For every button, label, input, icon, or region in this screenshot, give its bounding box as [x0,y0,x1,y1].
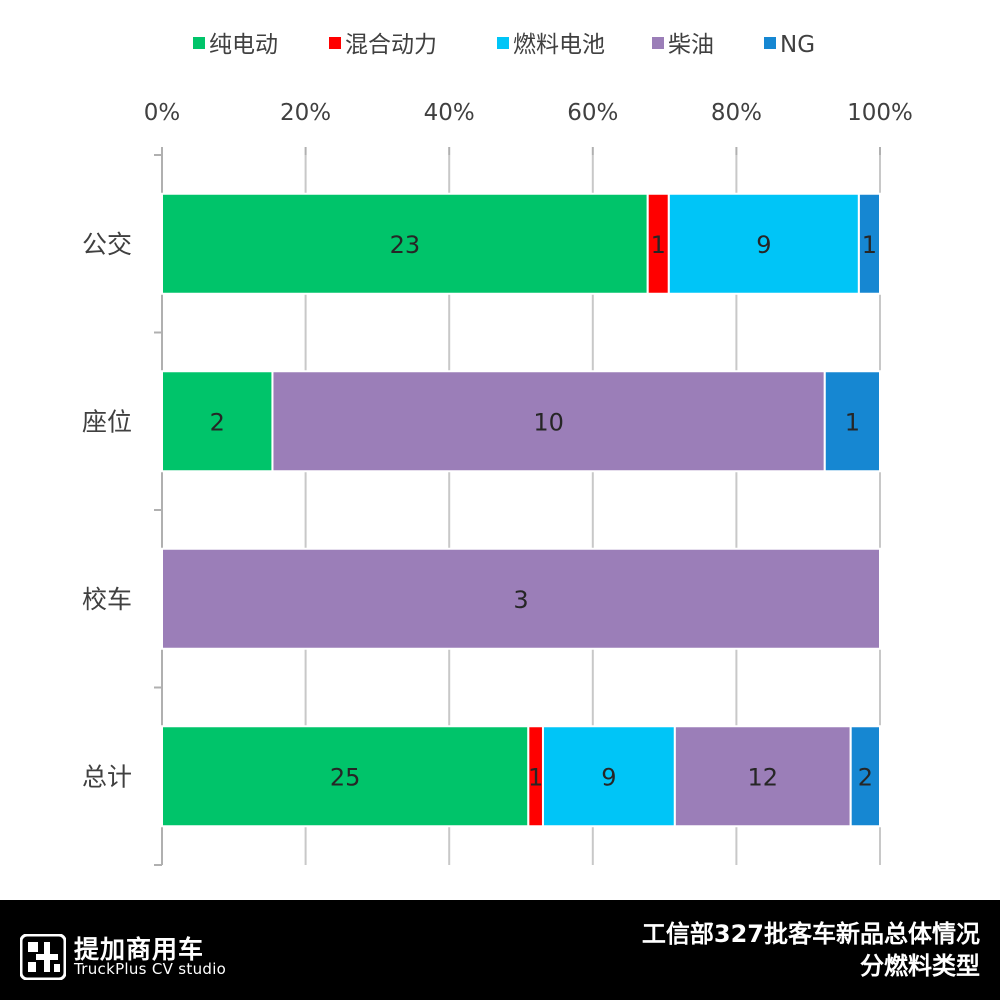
data-label: 2 [210,408,225,436]
legend-swatch [652,37,664,49]
legend-label: 柴油 [668,32,714,58]
footer-banner: 提加商用车 TruckPlus CV studio 工信部327批客车新品总体情… [0,900,1000,1000]
data-label: 3 [513,586,528,614]
category-label: 公交 [82,230,132,259]
data-label: 1 [528,763,543,791]
legend-label: NG [780,32,815,58]
bar-segment [849,725,881,828]
legend: 纯电动 混合动力 燃料电池 柴油 NG [193,32,815,58]
data-label: 1 [862,231,877,259]
data-label: 12 [748,763,779,791]
x-tick-label: 100% [847,100,913,126]
bar-segment [673,725,852,828]
caption-line-1: 工信部327批客车新品总体情况 [641,920,980,948]
data-label: 9 [601,763,616,791]
x-tick-labels: 0% 20% 40% 60% 80% 100% [144,100,913,126]
figure-caption: 工信部327批客车新品总体情况 分燃料类型 [642,918,980,982]
x-tick-label: 80% [711,100,762,126]
data-label: 2 [858,763,873,791]
category-label: 校车 [82,585,132,614]
category-label: 座位 [82,407,132,436]
legend-swatch [329,37,341,49]
data-label: 23 [390,231,421,259]
legend-swatch [193,37,205,49]
data-label: 1 [845,408,860,436]
bar-segment [857,192,881,295]
bars [161,192,881,828]
legend-label: 燃料电池 [513,32,605,58]
category-label: 总计 [82,762,132,791]
brand-subtitle: TruckPlus CV studio [74,960,227,978]
x-tick-label: 40% [424,100,475,126]
legend-label: 混合动力 [345,32,437,58]
legend-label: 纯电动 [209,32,278,58]
x-tick-label: 60% [567,100,618,126]
axes [154,154,163,866]
brand-name: 提加商用车 [74,935,205,964]
bar-segment [541,725,676,828]
legend-swatch [497,37,509,49]
bar-segment [161,547,881,650]
bar-segment [161,192,649,295]
bar-segment [271,370,826,473]
legend-swatch [764,37,776,49]
data-label: 25 [330,763,361,791]
x-tick-label: 20% [280,100,331,126]
bar-segment [161,370,274,473]
x-tick-label: 0% [144,100,181,126]
data-label: 9 [756,231,771,259]
truckplus-logo [19,933,67,981]
data-label: 1 [651,231,666,259]
bar-segment [823,370,881,473]
data-label: 10 [533,408,564,436]
bar-segment [161,725,530,828]
chart: 纯电动 混合动力 燃料电池 柴油 NG 0% 20% 40% 60% 80% 100% 23 1 9 1… [82,32,913,866]
caption-line-2: 分燃料类型 [860,952,980,980]
